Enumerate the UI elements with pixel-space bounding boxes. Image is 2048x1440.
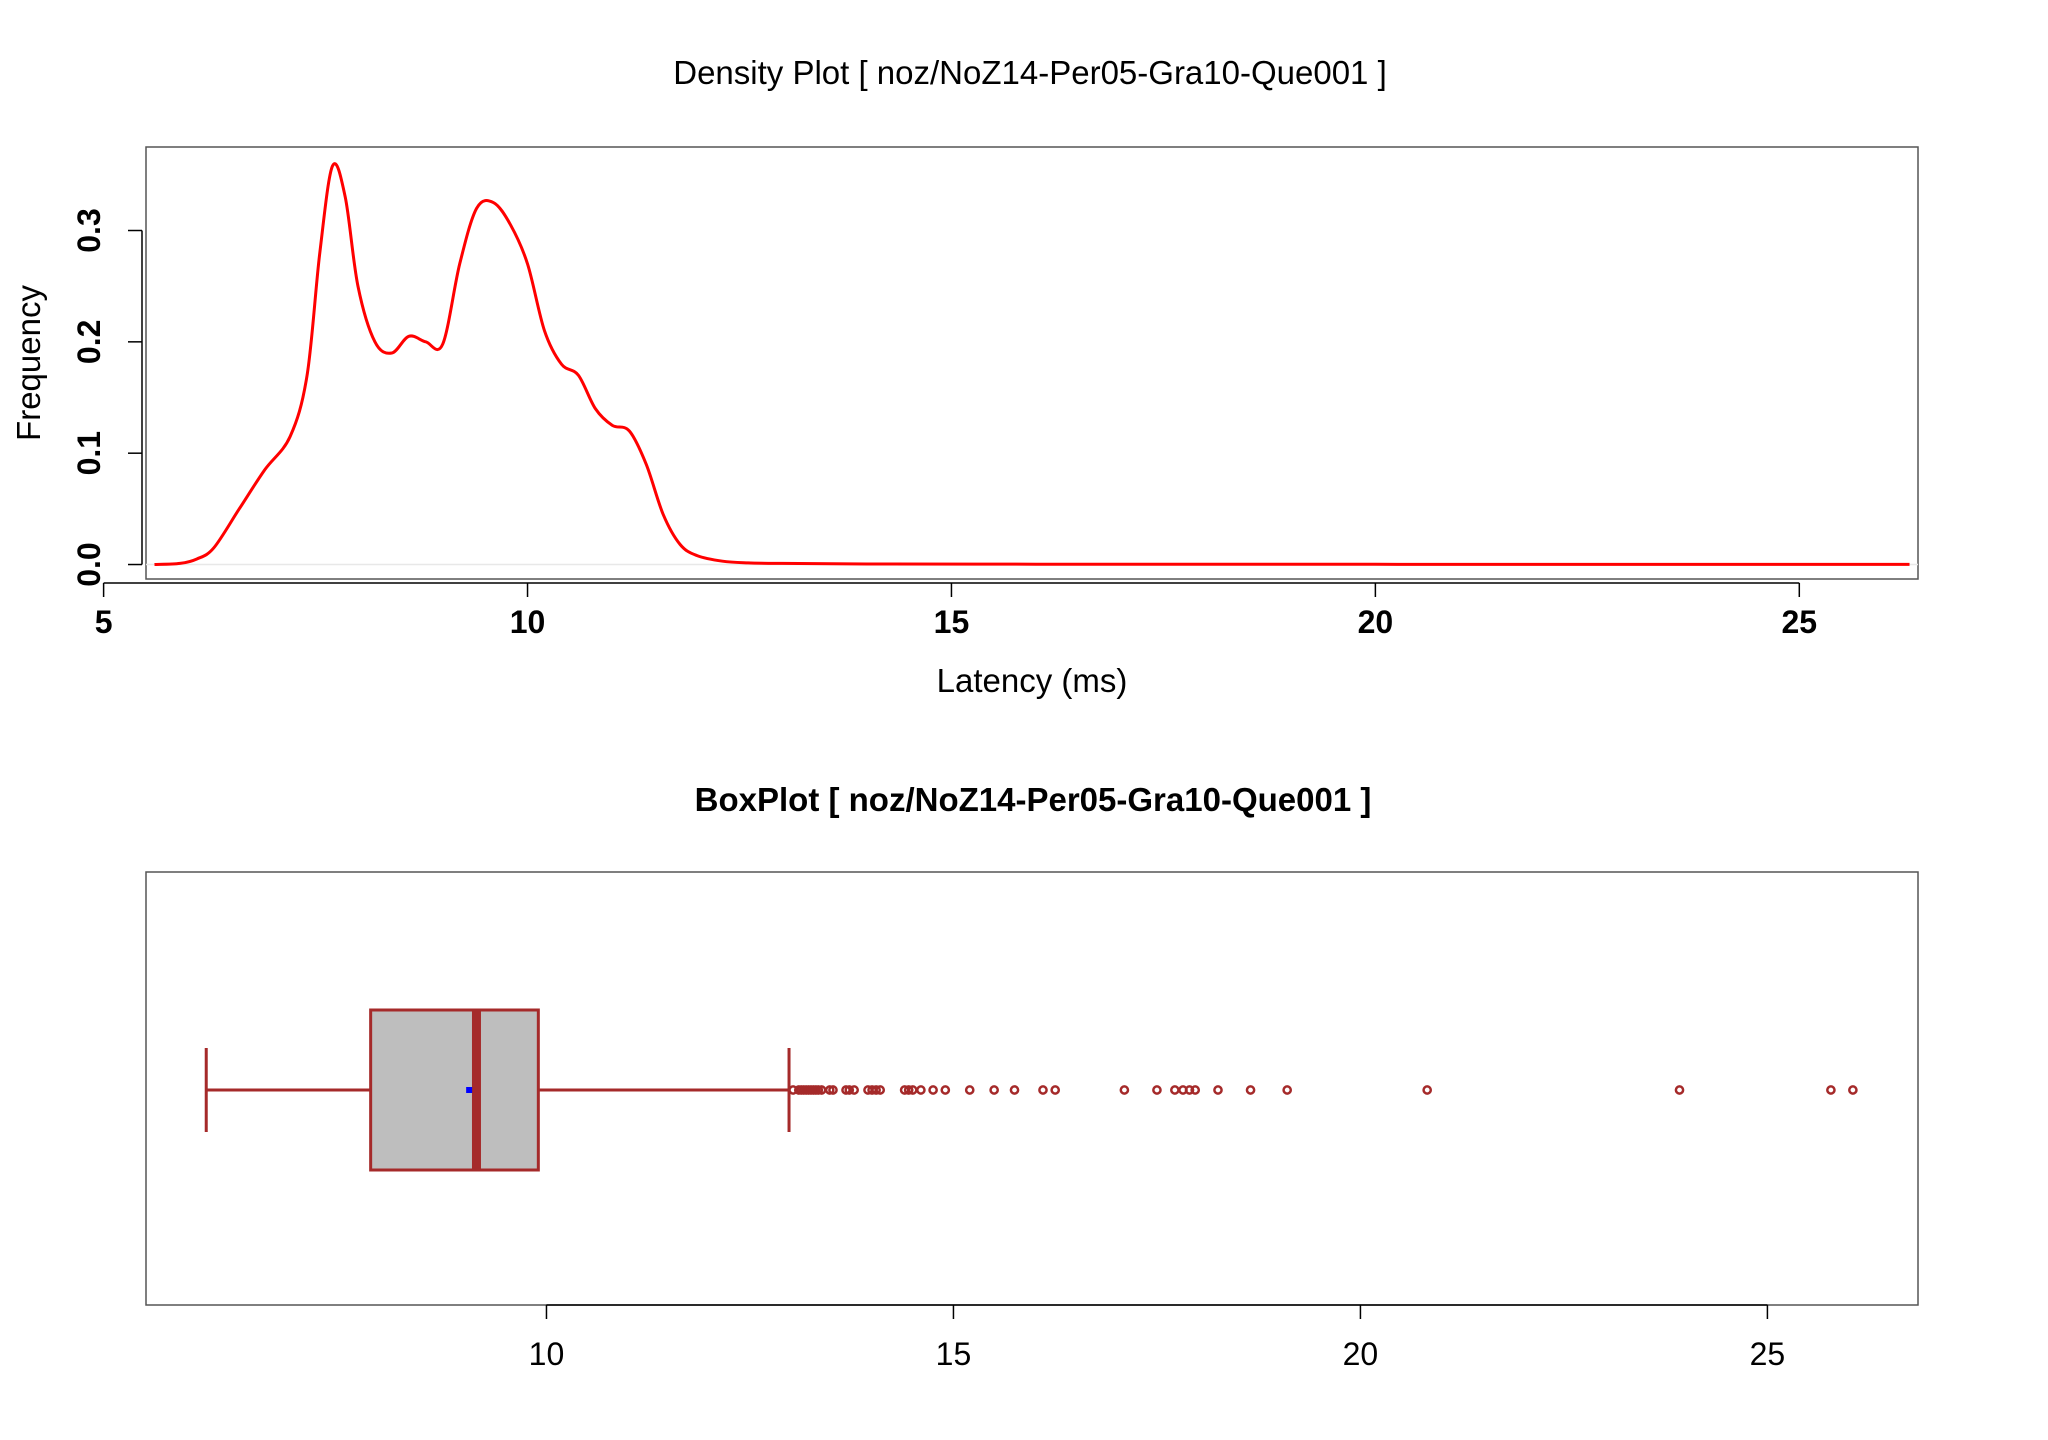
box-outlier-point	[1009, 1085, 1020, 1095]
box-outlier-point	[828, 1085, 838, 1095]
box-outlier-point	[1674, 1085, 1685, 1095]
box-outlier-point	[1213, 1085, 1223, 1095]
box-marks	[204, 1008, 1858, 1172]
box-outlier-point	[1190, 1085, 1201, 1095]
density-y-tick-label: 0.2	[71, 320, 107, 364]
box-outlier-point	[844, 1085, 855, 1095]
density-x-tick-label: 5	[95, 604, 113, 640]
box-outlier-point	[964, 1085, 975, 1095]
box-outlier-point	[940, 1085, 951, 1095]
box-x-tick-label: 20	[1343, 1336, 1379, 1372]
box-outlier-point	[1038, 1085, 1048, 1095]
box-outlier-point	[916, 1085, 926, 1095]
box-outlier-point	[824, 1085, 835, 1095]
box-outlier-point	[871, 1085, 881, 1095]
box-x-tick-label: 25	[1750, 1336, 1786, 1372]
box-outlier-point	[903, 1085, 914, 1095]
density-curve	[154, 162, 1910, 567]
box-outlier-point	[1245, 1085, 1256, 1095]
density-x-tick-label: 20	[1358, 604, 1394, 640]
box-outlier-point	[1282, 1085, 1293, 1095]
box-outlier-point	[875, 1085, 886, 1095]
density-y-label: Frequency	[10, 285, 47, 441]
box-outlier-point	[989, 1085, 1000, 1095]
box-outlier-point	[1050, 1085, 1061, 1095]
box-outlier-point	[928, 1085, 938, 1095]
density-plot-frame	[145, 146, 1919, 580]
density-y-tick-label: 0.0	[71, 542, 107, 586]
density-marks	[146, 162, 1918, 567]
box-x-tick-label: 15	[936, 1336, 972, 1372]
box-outlier-point	[1848, 1085, 1858, 1095]
density-y-axis: 0.0 0.1 0.2 0.3	[71, 208, 143, 587]
density-x-tick-label: 25	[1782, 604, 1818, 640]
density-x-tick-label: 10	[510, 604, 546, 640]
box-outlier-point	[1170, 1085, 1180, 1095]
box-iqr	[369, 1008, 540, 1172]
box-title: BoxPlot [ noz/NoZ14-Per05-Gra10-Que001 ]	[695, 781, 1372, 818]
density-y-tick-label: 0.3	[71, 208, 107, 252]
density-chart: Density Plot [ noz/NoZ14-Per05-Gra10-Que…	[10, 54, 1919, 699]
box-outlier-point	[1826, 1085, 1836, 1095]
density-y-tick-label: 0.1	[71, 431, 107, 475]
density-x-axis: 5 10 15 20 25	[95, 582, 1818, 640]
density-x-tick-label: 15	[934, 604, 970, 640]
box-outlier-point	[813, 1085, 824, 1095]
box-outlier-point	[1119, 1085, 1130, 1095]
box-x-axis: 10 15 20 25	[529, 1304, 1786, 1372]
density-x-label: Latency (ms)	[937, 662, 1128, 699]
box-chart: BoxPlot [ noz/NoZ14-Per05-Gra10-Que001 ]…	[145, 781, 1919, 1372]
box-mean-marker	[466, 1087, 473, 1093]
box-outlier-point	[849, 1085, 859, 1095]
box-x-tick-label: 10	[529, 1336, 565, 1372]
box-outlier-point	[1422, 1085, 1433, 1095]
box-outlier-point	[1184, 1085, 1195, 1095]
density-title: Density Plot [ noz/NoZ14-Per05-Gra10-Que…	[673, 54, 1387, 91]
box-outlier-point	[1152, 1085, 1162, 1095]
